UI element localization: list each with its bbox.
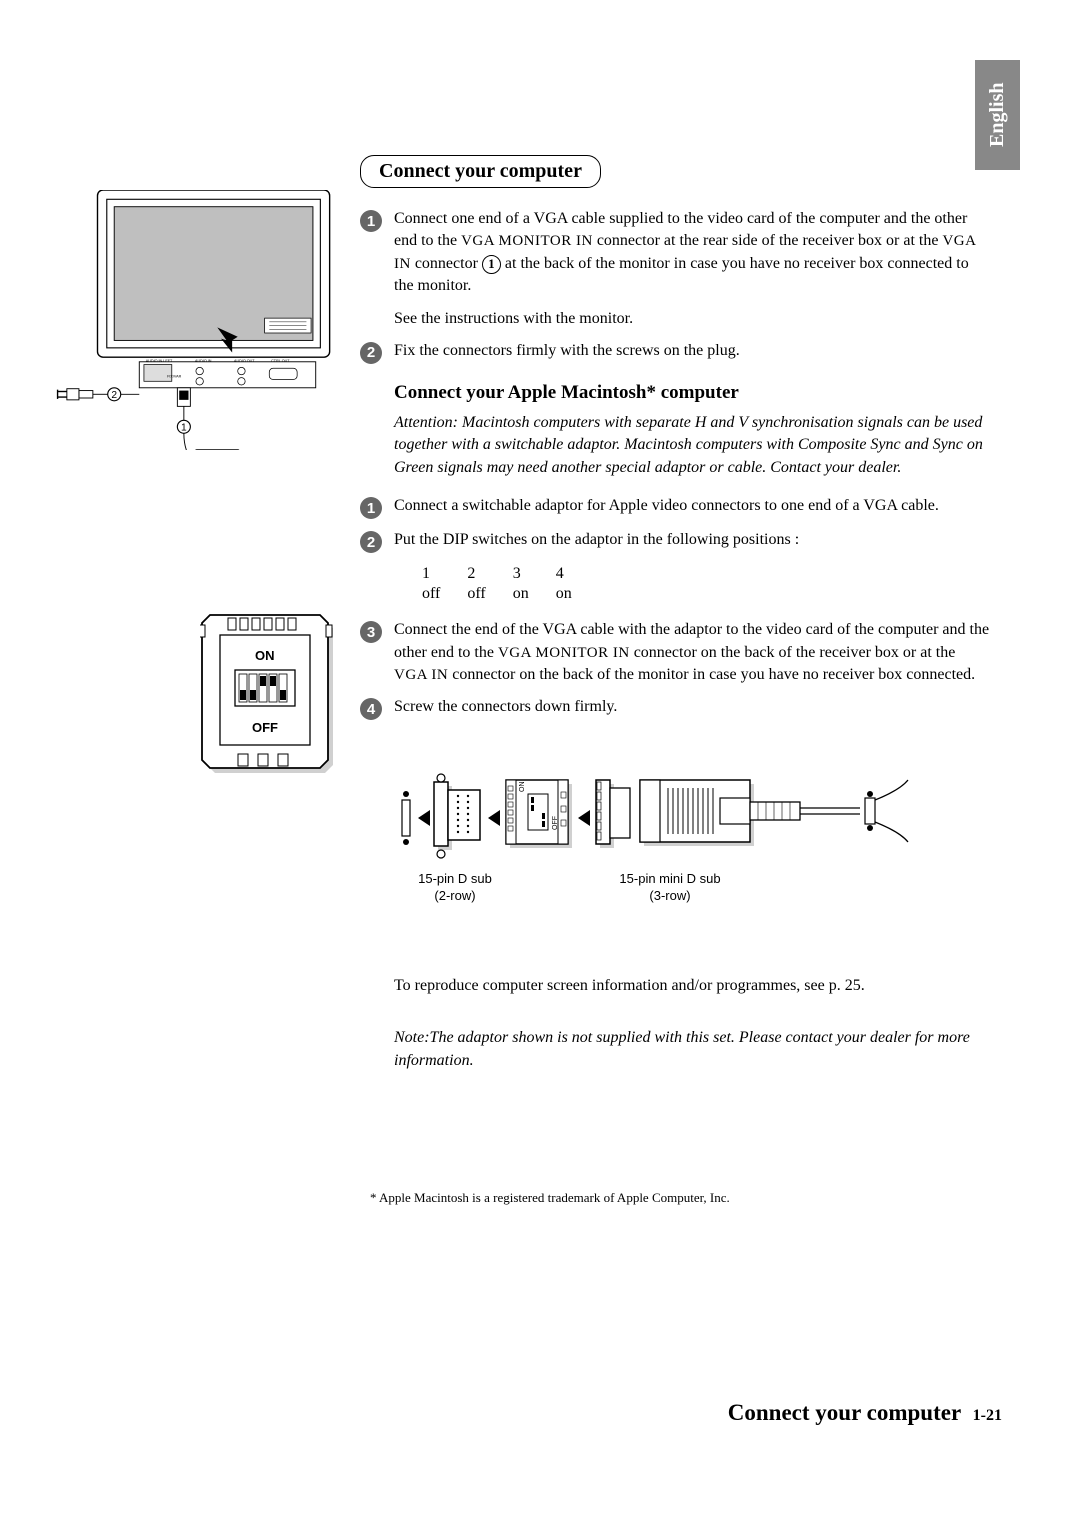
dip-h1: 1 (422, 565, 465, 583)
mac-step-1: 1 Connect a switchable adaptor for Apple… (360, 495, 990, 519)
dip-v2: off (467, 585, 510, 603)
left-illustration-column: AUDIO IN LEFT AUDIO IN AUDIO OUT CTRL OU… (55, 190, 355, 455)
mac-bullet-2: 2 (360, 531, 382, 553)
s1-sc1: VGA MONITOR IN (461, 233, 593, 249)
mac-step-3: 3 Connect the end of the VGA cable with … (360, 619, 990, 686)
mac-step-2: 2 Put the DIP switches on the adaptor in… (360, 529, 990, 553)
s1-mid2: connector (415, 255, 478, 272)
dip-on-label: ON (255, 648, 275, 663)
step-1-see: See the instructions with the monitor. (394, 308, 990, 330)
mac-step-4: 4 Screw the connectors down firmly. (360, 696, 990, 720)
step-1-text: Connect one end of a VGA cable supplied … (394, 208, 990, 298)
connector-label-right: 15-pin mini D sub (3-row) (605, 871, 735, 905)
dip-v4: on (556, 585, 597, 603)
m3-end: connector on the back of the monitor in … (452, 666, 975, 683)
dip-switch-illustration: ON OFF (200, 610, 340, 775)
m3-sc2: VGA IN (394, 667, 448, 683)
dip-header-row: 1 2 3 4 (422, 565, 597, 583)
dip-v1: off (422, 585, 465, 603)
reproduce-text: To reproduce computer screen information… (394, 975, 990, 997)
svg-text:AUDIO IN LEFT: AUDIO IN LEFT (146, 359, 173, 363)
dip-h3: 3 (513, 565, 554, 583)
svg-text:AUDIO OUT: AUDIO OUT (234, 359, 255, 363)
dip-value-row: off off on on (422, 585, 597, 603)
svg-text:2: 2 (111, 390, 117, 401)
dip-switch-table: 1 2 3 4 off off on on (420, 563, 599, 605)
section-title: Connect your computer (360, 155, 601, 188)
note-text: Note:The adaptor shown is not supplied w… (394, 1027, 990, 1072)
svg-text:OFF: OFF (552, 816, 559, 830)
page: English AUDIO IN LEFT AUDIO IN AUDIO (0, 0, 1080, 1526)
svg-text:1: 1 (181, 423, 187, 434)
cl-left-2: (2-row) (434, 888, 475, 903)
s1-mid1: connector at the rear side of the receiv… (597, 232, 939, 249)
page-footer: Connect your computer 1-21 (728, 1400, 1002, 1426)
m3-mid1: connector on the back of the receiver bo… (634, 644, 956, 661)
footnote: * Apple Macintosh is a registered tradem… (370, 1190, 730, 1206)
svg-text:ON: ON (519, 782, 526, 793)
language-tab: English (975, 60, 1020, 170)
dip-h2: 2 (467, 565, 510, 583)
cl-left-1: 15-pin D sub (418, 871, 492, 886)
footer-page: 1-21 (973, 1407, 1002, 1424)
subsection-title: Connect your Apple Macintosh* computer (394, 382, 990, 404)
step-2-text: Fix the connectors firmly with the screw… (394, 340, 990, 362)
content-column: Connect your computer 1 Connect one end … (360, 155, 990, 1072)
step-2: 2 Fix the connectors firmly with the scr… (360, 340, 990, 364)
mac-step-4-text: Screw the connectors down firmly. (394, 696, 990, 718)
mac-step-1-text: Connect a switchable adaptor for Apple v… (394, 495, 990, 517)
m3-sc1: VGA MONITOR IN (498, 645, 630, 661)
dip-h4: 4 (556, 565, 597, 583)
connector-label-left: 15-pin D sub (2-row) (400, 871, 510, 905)
monitor-rear-illustration: AUDIO IN LEFT AUDIO IN AUDIO OUT CTRL OU… (55, 190, 335, 450)
dip-off-label: OFF (252, 720, 278, 735)
attention-text: Attention: Macintosh computers with sepa… (394, 412, 990, 479)
svg-text:CTRL OUT: CTRL OUT (271, 359, 290, 363)
svg-text:AUDIO IN: AUDIO IN (195, 359, 212, 363)
s1-end: at the back of the monitor in case you h… (394, 255, 969, 294)
connector-labels-row: 15-pin D sub (2-row) 15-pin mini D sub (… (400, 871, 990, 905)
step-bullet-2: 2 (360, 342, 382, 364)
svg-text:FIX/VAR: FIX/VAR (167, 375, 181, 379)
mac-bullet-4: 4 (360, 698, 382, 720)
mac-step-2-text: Put the DIP switches on the adaptor in t… (394, 529, 990, 551)
step-bullet-1: 1 (360, 210, 382, 232)
footer-title: Connect your computer (728, 1400, 961, 1425)
connector-chain-illustration: ON OFF (400, 770, 910, 865)
dip-v3: on (513, 585, 554, 603)
cl-right-2: (3-row) (649, 888, 690, 903)
mac-bullet-1: 1 (360, 497, 382, 519)
cl-right-1: 15-pin mini D sub (619, 871, 720, 886)
circled-1-icon: 1 (482, 255, 501, 274)
mac-step-3-text: Connect the end of the VGA cable with th… (394, 619, 990, 686)
mac-bullet-3: 3 (360, 621, 382, 643)
step-1: 1 Connect one end of a VGA cable supplie… (360, 208, 990, 298)
